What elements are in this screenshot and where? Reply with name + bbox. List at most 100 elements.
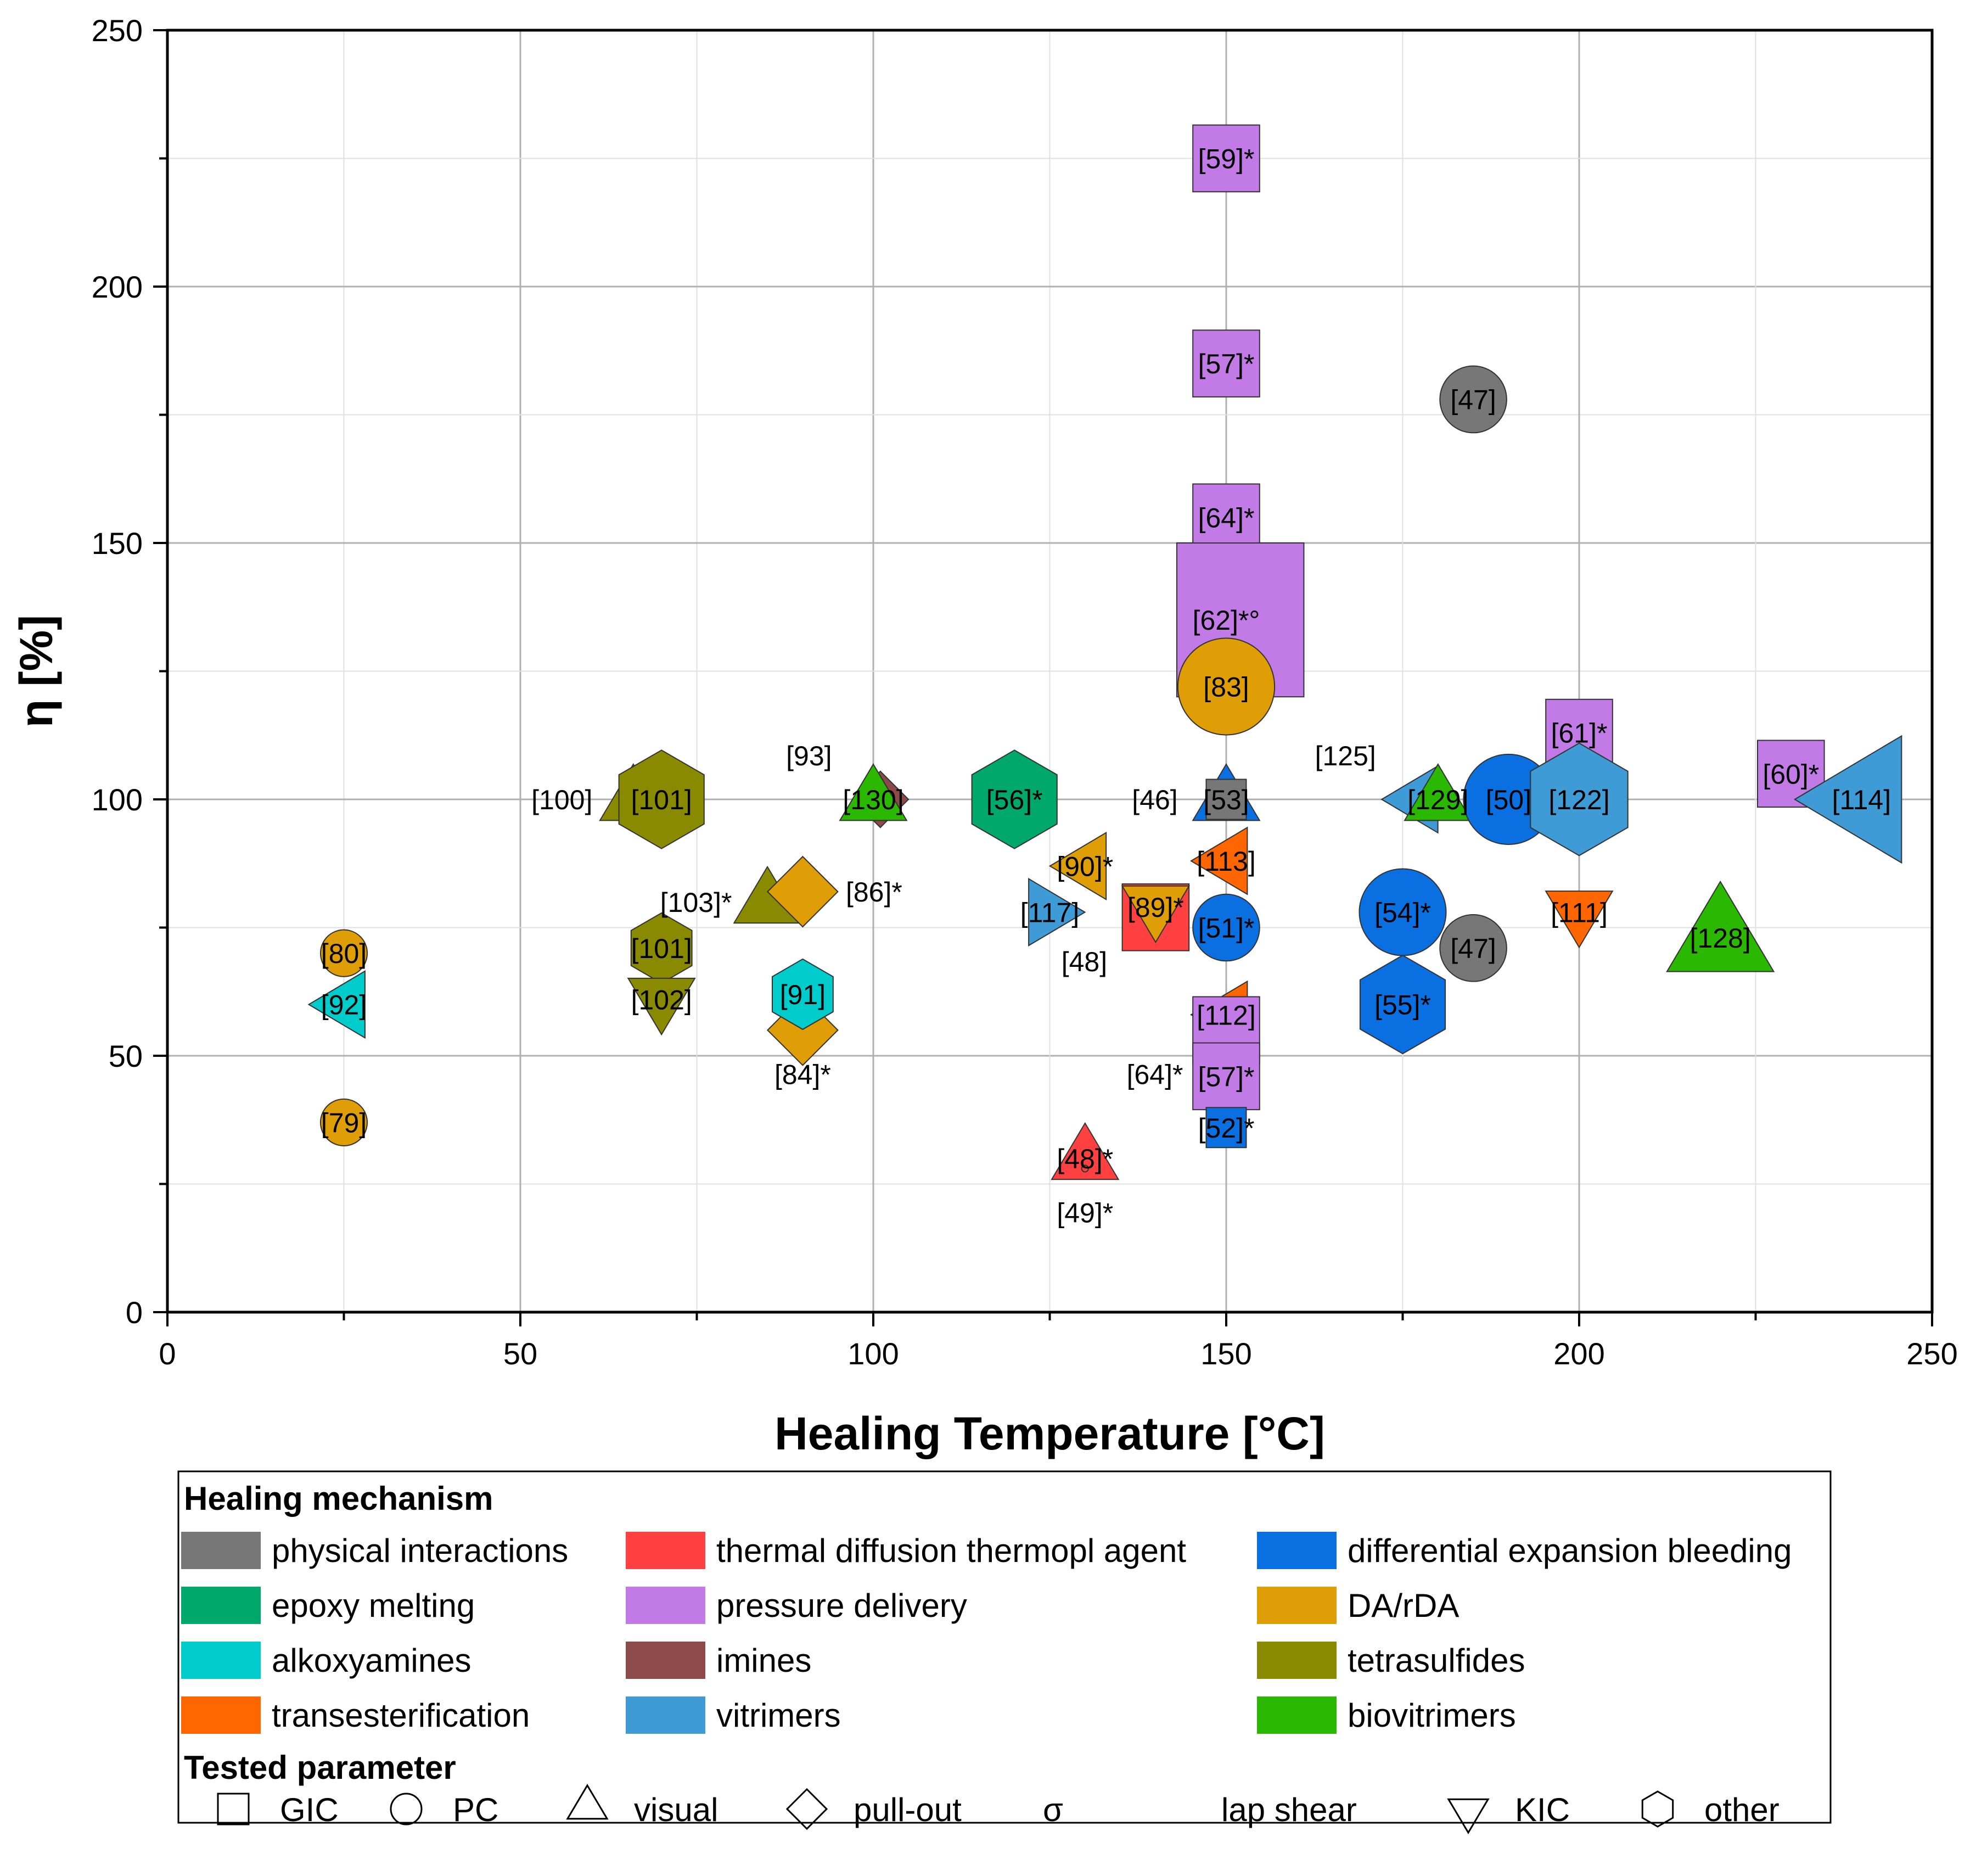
x-tick-label: 0 [159,1336,176,1371]
data-point-label: [48]* [1057,1144,1113,1174]
y-tick-label: 0 [126,1295,143,1330]
data-point-label: [114] [1832,785,1891,815]
legend-param-label: other [1704,1791,1779,1828]
data-point-label: [46] [1132,785,1177,815]
data-point-label: [57]* [1198,349,1255,379]
data-point-invtriangle [1121,885,1190,944]
data-point-label: [47] [1450,933,1496,964]
data-point-circle [319,929,368,977]
data-point-label: [111] [1551,897,1608,928]
legend-param-label: KIC [1515,1791,1570,1828]
data-point-lefttriangle [1048,831,1107,900]
data-point-label: [89]* [1127,892,1184,923]
data-point-label: [84]* [774,1059,831,1090]
legend-item-label: differential expansion bleeding [1348,1532,1792,1569]
data-point-hexagon [771,958,834,1031]
data-point-label: [49]* [1057,1197,1113,1228]
data-point-label: [92] [321,990,367,1021]
legend-swatch [626,1532,705,1569]
legend-param-label: pull-out [854,1791,962,1828]
legend-symbol-diamond [785,1788,828,1830]
legend-swatch [626,1642,705,1679]
legend-param-label: visual [634,1791,718,1828]
legend: Healing mechanism physical interactions th… [177,1470,1832,1834]
data-point-lefttriangle [307,970,366,1039]
data-point-label: [125] [1315,741,1376,771]
data-point-triangle [1666,880,1775,972]
data-point-triangle [1051,1122,1120,1180]
data-point-label: [128] [1690,923,1751,954]
data-point-label: [79] [321,1107,367,1138]
x-tick-label: 50 [503,1336,537,1371]
data-point-label: [55]* [1374,990,1431,1021]
data-point-label: [91] [780,979,826,1010]
data-point-label: [80] [321,938,367,969]
legend-item-label: imines [716,1642,811,1679]
x-tick-label: 100 [847,1336,899,1371]
legend-param-label: GIC [280,1791,339,1828]
data-point-label: [50] [1486,785,1531,815]
data-point-label: [64]* [1127,1059,1183,1090]
data-point-square [1205,779,1247,820]
legend-swatch [626,1696,705,1734]
legend-swatch [181,1532,261,1569]
legend-swatch [181,1642,261,1679]
legend-frame [177,1470,1832,1824]
data-point-diamond [766,855,839,928]
data-point-invtriangle [627,977,696,1036]
data-point-triangle [1404,763,1473,821]
data-point-label: [59]* [1198,144,1255,175]
data-point-circle [1439,914,1507,982]
legend-param-label: PC [453,1791,498,1828]
legend-swatch [181,1696,261,1734]
data-point-label: [101] [631,785,692,815]
data-point-square [1192,124,1260,193]
legend-swatch [181,1587,261,1624]
x-tick-label: 200 [1553,1336,1604,1371]
data-point-label: [93] [786,741,832,771]
legend-item-label: physical interactions [272,1532,568,1569]
x-axis-title: Healing Temperature [°C] [774,1408,1325,1459]
legend-item-label: tetrasulfides [1348,1642,1525,1679]
legend-param-label: σ [1043,1791,1063,1828]
legend-symbol-invtriangle [1447,1798,1490,1834]
legend-swatch [1257,1642,1337,1679]
data-point-square [1192,1042,1260,1111]
data-point-circle [1192,893,1260,962]
legend-swatch [1257,1696,1337,1734]
legend-title-mechanism: Healing mechanism [184,1480,493,1517]
legend-item-label: alkoxyamines [272,1642,471,1679]
data-point-label: [51]* [1198,913,1255,944]
legend-symbol-square [217,1793,250,1825]
data-point-invtriangle [1545,891,1614,949]
data-point-square [1192,483,1260,552]
data-point-circle [1439,365,1507,434]
legend-param-label: lap shear [1221,1791,1357,1828]
legend-item-label: vitrimers [716,1697,841,1734]
legend-symbol-hexagon [1641,1790,1674,1828]
y-tick-label: 150 [92,526,143,561]
data-point-label: [130] [843,785,903,815]
data-point-righttriangle [1028,877,1086,947]
data-point-label: [100] [531,785,592,815]
data-point-label: [62]*° [1193,605,1260,636]
data-point-label: [101] [631,933,692,964]
axes: 0 50 100 150 200 250 0 50 100 150 200 250 [92,13,1958,1371]
data-point-label: [47] [1450,384,1496,415]
legend-item-label: biovitrimers [1348,1697,1516,1734]
y-axis-title: η [%] [10,615,62,727]
data-point-label: [48] [1062,947,1107,977]
legend-symbol-circle [390,1793,423,1825]
data-point-label: [64]* [1198,502,1255,533]
legend-item-label: DA/rDA [1348,1587,1459,1624]
data-point-label: [56]* [986,785,1043,815]
data-point-label: [57]* [1198,1061,1255,1092]
x-tick-label: 250 [1906,1336,1957,1371]
data-point-lefttriangle [1793,735,1902,864]
y-tick-label: 200 [92,270,143,304]
y-tick-label: 50 [109,1039,143,1073]
data-point-label: [112] [1197,1000,1256,1031]
data-point-label: [113] [1197,846,1256,877]
data-point-label: [90]* [1057,851,1113,882]
